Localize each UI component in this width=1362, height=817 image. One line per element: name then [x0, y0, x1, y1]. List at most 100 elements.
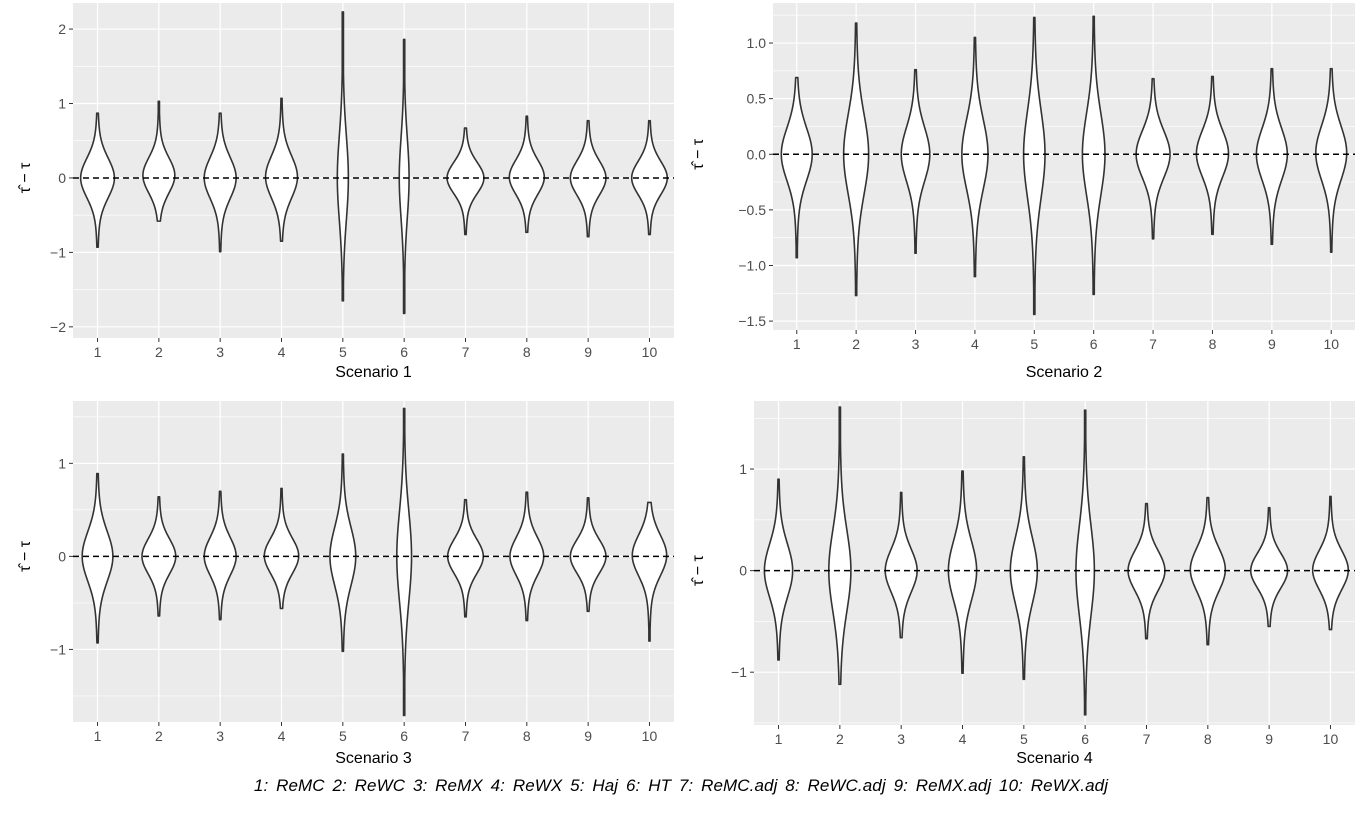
x-tick-label: 6: [1090, 336, 1098, 352]
y-axis-title: τ̂ − τ: [690, 555, 707, 587]
y-axis-title: τ̂ − τ: [17, 162, 34, 194]
violin-1: [780, 76, 813, 259]
x-axis-title: Scenario 3: [335, 750, 412, 767]
violin-8: [1195, 75, 1230, 236]
violin-1: [79, 112, 116, 248]
y-tick-label: 0: [58, 548, 66, 564]
y-tick-label: 1: [58, 455, 66, 471]
x-tick-label: 2: [852, 336, 860, 352]
x-tick-label: 6: [1081, 731, 1089, 747]
x-tick-label: 8: [1204, 731, 1212, 747]
violin-3: [203, 112, 237, 253]
x-tick-label: 10: [642, 344, 658, 360]
x-axis-title: Scenario 4: [1016, 750, 1093, 767]
x-tick-label: 6: [400, 728, 408, 744]
violin-5: [1022, 16, 1046, 316]
y-axis-title: τ̂ − τ: [17, 540, 34, 572]
violin-10: [1311, 495, 1350, 631]
violin-10: [1315, 67, 1348, 253]
y-tick-label: −1: [731, 664, 747, 680]
violin-4: [263, 487, 300, 610]
violin-5: [336, 11, 350, 302]
violin-5: [329, 453, 357, 653]
y-tick-label: −1.0: [738, 257, 766, 273]
x-tick-label: 9: [584, 728, 592, 744]
x-tick-label: 2: [836, 731, 844, 747]
x-tick-label: 7: [462, 728, 470, 744]
x-tick-label: 5: [1030, 336, 1038, 352]
violin-1: [81, 472, 114, 644]
x-tick-label: 7: [462, 344, 470, 360]
y-tick-label: 1: [739, 461, 747, 477]
x-tick-label: 1: [94, 728, 102, 744]
y-tick-label: −0.5: [738, 202, 766, 218]
violin-1: [763, 478, 794, 661]
scenario-panel-2: −1.5 −1.0 −0.5 0.0 0.5 1.0 1 2 3 4 5 6 7 8 9 10 Scenario…: [690, 3, 1355, 381]
x-tick-label: 3: [912, 336, 920, 352]
x-tick-label: 4: [971, 336, 979, 352]
x-tick-label: 8: [523, 344, 531, 360]
violin-4: [947, 470, 978, 674]
violin-3: [900, 68, 931, 255]
x-tick-label: 8: [1209, 336, 1217, 352]
y-tick-label: 0: [739, 563, 747, 579]
x-tick-label: 10: [1323, 336, 1339, 352]
y-tick-label: −1: [50, 641, 66, 657]
x-tick-label: 1: [775, 731, 783, 747]
violin-6: [398, 38, 410, 315]
violin-4: [264, 97, 299, 243]
violin-7: [1135, 77, 1171, 240]
violin-8: [508, 115, 546, 234]
violin-6: [1075, 409, 1096, 716]
x-axis-title: Scenario 1: [335, 364, 412, 381]
x-tick-label: 3: [216, 344, 224, 360]
violin-2: [828, 406, 852, 686]
x-tick-label: 4: [959, 731, 967, 747]
x-tick-label: 7: [1149, 336, 1157, 352]
x-tick-label: 5: [339, 344, 347, 360]
y-tick-label: 1: [58, 96, 66, 112]
violin-3: [203, 490, 237, 621]
violin-7: [446, 127, 485, 236]
x-tick-label: 7: [1143, 731, 1151, 747]
violin-9: [1255, 67, 1289, 246]
x-tick-label: 9: [584, 344, 592, 360]
x-tick-label: 2: [155, 728, 163, 744]
y-tick-label: 0.0: [747, 146, 767, 162]
scenario-panel-1: −2 −1 0 1 2 1 2 3 4 5 6 7 8 9 10 Scenario 1 τ̂ − τ: [17, 3, 674, 381]
violin-10: [631, 501, 668, 642]
x-tick-label: 5: [339, 728, 347, 744]
x-tick-label: 1: [793, 336, 801, 352]
x-tick-label: 8: [523, 728, 531, 744]
y-axis-title: τ̂ − τ: [690, 138, 707, 170]
x-tick-label: 1: [94, 344, 102, 360]
x-tick-label: 10: [1323, 731, 1339, 747]
violin-3: [884, 491, 918, 639]
y-tick-label: 0.5: [747, 91, 767, 107]
x-tick-label: 9: [1265, 731, 1273, 747]
x-axis-title: Scenario 2: [1026, 364, 1103, 381]
violin-5: [1009, 456, 1039, 681]
violin-7: [446, 498, 485, 618]
violin-2: [142, 100, 176, 222]
method-legend-caption: 1: ReMC 2: ReWC 3: ReMX 4: ReWX 5: Haj 6…: [253, 776, 1109, 795]
x-tick-label: 2: [155, 344, 163, 360]
x-tick-label: 9: [1268, 336, 1276, 352]
x-tick-label: 10: [642, 728, 658, 744]
y-tick-label: −1.5: [738, 313, 766, 329]
x-tick-label: 5: [1020, 731, 1028, 747]
y-tick-label: 1.0: [747, 35, 767, 51]
violin-6: [1081, 15, 1106, 296]
x-tick-label: 3: [897, 731, 905, 747]
y-tick-label: −1: [50, 244, 66, 260]
violin-10: [630, 119, 669, 236]
y-tick-label: 2: [58, 21, 66, 37]
violin-4: [961, 36, 989, 278]
violin-9: [1249, 506, 1289, 628]
y-tick-label: −2: [50, 319, 66, 335]
y-tick-label: 0: [58, 170, 66, 186]
violin-6: [396, 407, 413, 717]
violin-2: [842, 22, 870, 297]
violin-9: [569, 496, 607, 613]
